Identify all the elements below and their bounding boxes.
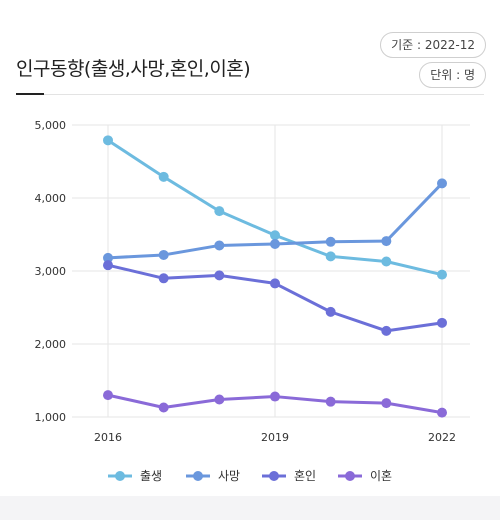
data-point (214, 240, 225, 251)
x-tick-label: 2016 (94, 431, 122, 444)
data-point (270, 278, 280, 289)
data-point (381, 398, 392, 409)
data-point (437, 317, 447, 328)
data-point (381, 256, 392, 267)
data-point (325, 306, 336, 317)
data-point (325, 396, 336, 407)
data-point (437, 269, 447, 280)
data-point (214, 394, 225, 405)
data-point (270, 391, 280, 402)
data-point (158, 402, 169, 413)
basis-date-badge: 기준 : 2022-12 (380, 32, 486, 58)
y-tick-label: 1,000 (35, 411, 67, 424)
legend-label: 사망 (218, 469, 240, 483)
unit-badge: 단위 : 명 (419, 62, 486, 88)
data-point (214, 270, 225, 281)
data-point (158, 273, 169, 284)
legend-swatch-dot (193, 471, 203, 481)
data-point (103, 252, 113, 263)
y-tick-label: 3,000 (35, 265, 67, 278)
legend-swatch-dot (269, 471, 279, 481)
x-tick-label: 2019 (261, 431, 289, 444)
header-divider (44, 94, 484, 95)
y-tick-label: 2,000 (35, 338, 67, 351)
data-point (381, 325, 392, 336)
y-tick-label: 5,000 (35, 119, 67, 132)
data-point (325, 236, 336, 247)
data-point (437, 178, 447, 189)
y-tick-label: 4,000 (35, 192, 67, 205)
data-point (103, 135, 113, 146)
legend-label: 혼인 (294, 469, 316, 483)
legend-swatch-dot (345, 471, 355, 481)
line-chart: 1,000 2,000 3,000 4,000 5,000 2016 2019 2022 출생 사… (35, 119, 470, 483)
data-point (158, 249, 169, 260)
title-underline (16, 93, 44, 95)
footer-band (0, 496, 500, 520)
data-point (437, 407, 447, 418)
data-point (325, 251, 336, 262)
legend-swatch-dot (115, 471, 125, 481)
legend-label: 이혼 (370, 469, 392, 483)
data-point (158, 171, 169, 182)
x-tick-label: 2022 (428, 431, 456, 444)
data-point (214, 206, 225, 217)
legend-label: 출생 (140, 469, 162, 483)
data-point (381, 236, 392, 247)
data-point (103, 390, 113, 401)
data-point (270, 230, 280, 241)
data-point (103, 260, 113, 271)
chart-title: 인구동향(출생,사망,혼인,이혼) (16, 58, 251, 80)
data-point (270, 238, 280, 249)
